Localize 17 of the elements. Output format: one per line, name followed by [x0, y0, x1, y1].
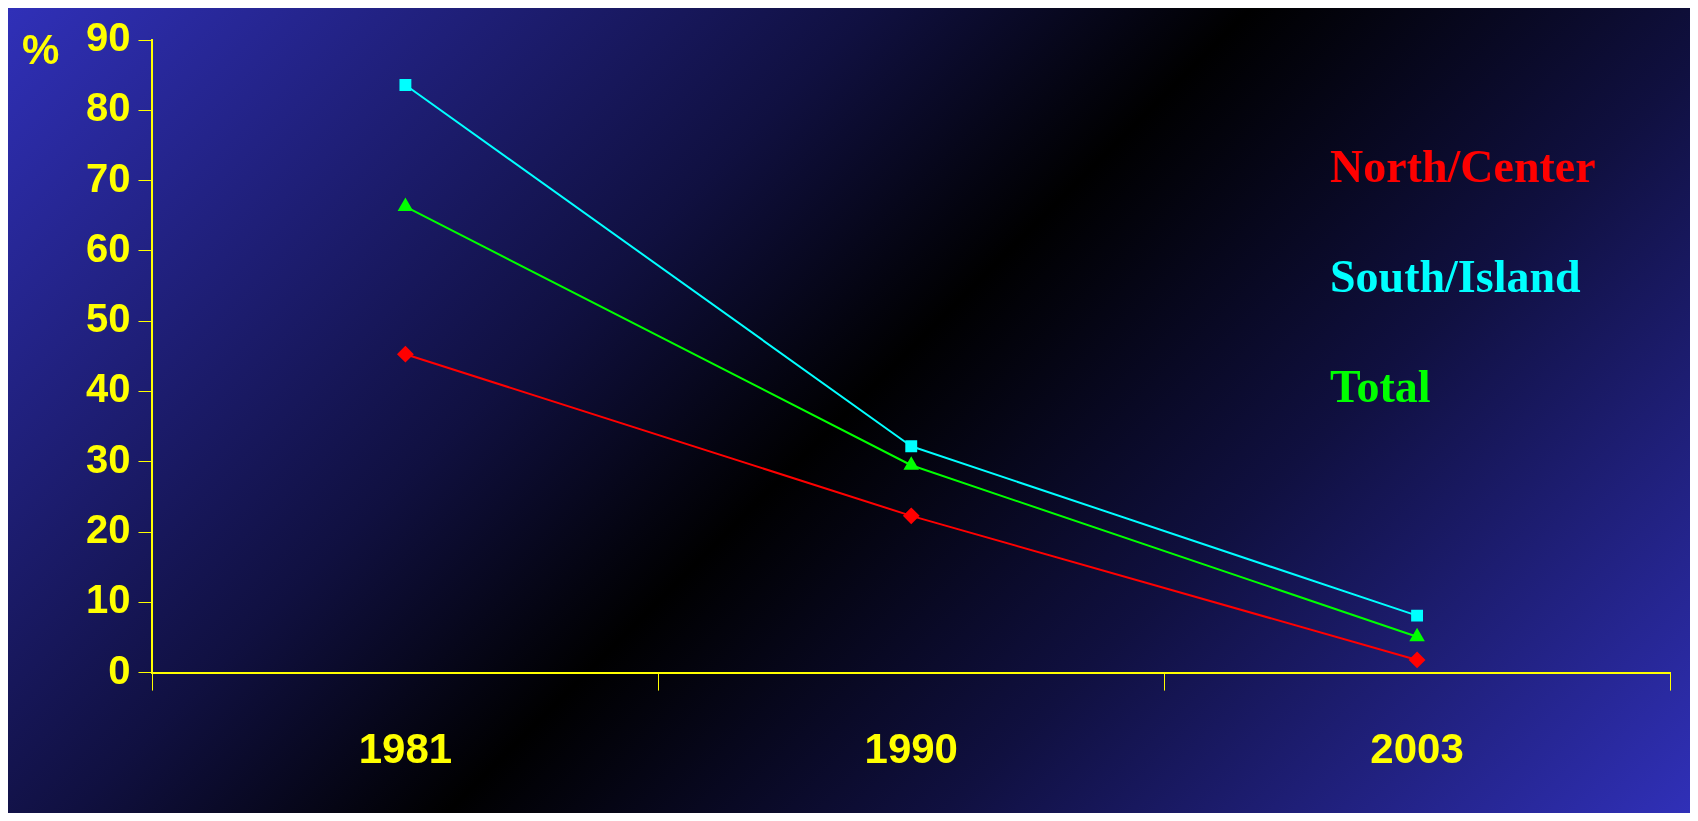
y-tick-label: 10 — [85, 577, 131, 622]
text: North/Center — [1330, 140, 1596, 192]
text: Total — [1330, 360, 1431, 412]
y-tick-label: 60 — [85, 225, 131, 270]
x-tick-label: 1990 — [864, 725, 958, 773]
x-tick-label: 1981 — [358, 725, 453, 773]
y-tick-label: 70 — [85, 155, 131, 200]
text: South/Island — [1330, 250, 1582, 302]
y-tick-label: 80 — [85, 85, 131, 130]
y-tick-label: 90 — [85, 15, 131, 60]
y-tick-label: 20 — [85, 507, 131, 552]
y-tick-label: 0 — [108, 647, 131, 692]
y-tick-label: 30 — [85, 436, 131, 481]
y-tick-label: 50 — [85, 296, 131, 341]
y-tick-label: 40 — [85, 366, 131, 411]
y-axis-title: % — [22, 25, 60, 73]
x-tick-label: 2003 — [1370, 725, 1464, 773]
